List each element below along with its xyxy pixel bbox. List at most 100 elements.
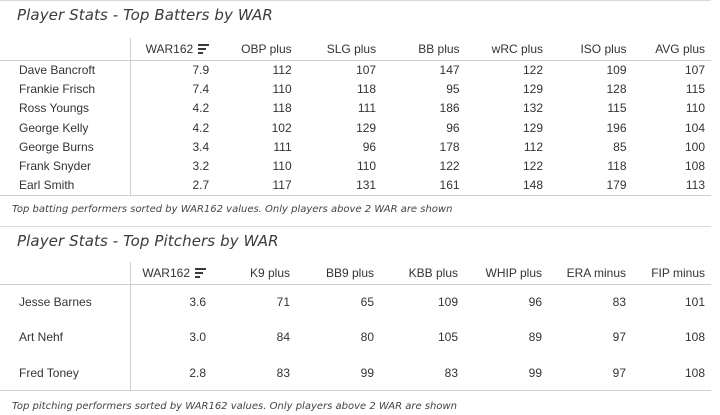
stat-cell: 89 bbox=[528, 330, 542, 345]
batters-col-war162[interactable]: WAR162 bbox=[130, 38, 210, 61]
table-row: Fred Toney 2.8 83 99 83 99 97 108 bbox=[0, 355, 711, 391]
stat-cell: 111 bbox=[273, 139, 292, 154]
stat-cell: 2.7 bbox=[130, 175, 210, 196]
stat-cell: 83 bbox=[374, 355, 458, 391]
stat-cell: 147 bbox=[439, 62, 460, 77]
stat-cell: 80 bbox=[360, 330, 374, 345]
pitchers-header-row: WAR162 K9 plus BB9 plus KBB plus WHIP pl… bbox=[0, 262, 711, 285]
stat-cell: 3.0 bbox=[189, 330, 206, 345]
table-row: Ross Youngs 4.2 118 111 186 132 115 110 bbox=[0, 98, 711, 118]
batters-col-iso[interactable]: ISO plus bbox=[543, 38, 627, 61]
stat-cell: 117 bbox=[209, 175, 292, 196]
table-row: Frank Snyder 3.2 110 110 122 122 118 108 bbox=[0, 156, 711, 176]
stat-cell: 112 bbox=[523, 139, 544, 154]
stat-cell: 196 bbox=[606, 120, 627, 135]
table-row: Earl Smith 2.7 117 131 161 148 179 113 bbox=[0, 175, 711, 196]
pitchers-col-era[interactable]: ERA minus bbox=[542, 262, 626, 285]
stat-cell: 96 bbox=[446, 120, 460, 135]
sort-descending-icon[interactable] bbox=[198, 43, 210, 54]
batters-caption: Top batting performers sorted by WAR162 … bbox=[12, 204, 453, 215]
player-name-cell: Earl Smith bbox=[0, 175, 132, 196]
pitchers-title: Player Stats - Top Pitchers by WAR bbox=[17, 232, 279, 250]
stat-cell: 3.2 bbox=[192, 159, 210, 174]
stat-cell: 95 bbox=[446, 81, 460, 96]
batters-table: WAR162 OBP plus SLG plus BB plus wRC plu… bbox=[0, 38, 711, 196]
batters-col-war162-label: WAR162 bbox=[145, 41, 194, 56]
table-row: Frankie Frisch 7.4 110 118 95 129 128 115 bbox=[0, 79, 711, 99]
stat-cell: 102 bbox=[271, 120, 292, 135]
stat-cell: 161 bbox=[376, 175, 460, 196]
stat-cell: 179 bbox=[543, 175, 627, 196]
batters-col-bb[interactable]: BB plus bbox=[376, 38, 460, 61]
batters-col-slg[interactable]: SLG plus bbox=[291, 38, 377, 61]
stat-cell: 129 bbox=[523, 120, 544, 135]
stat-cell: 107 bbox=[356, 62, 377, 77]
table-row: George Kelly 4.2 102 129 96 129 196 104 bbox=[0, 117, 711, 138]
stat-cell: 99 bbox=[290, 355, 374, 391]
stat-cell: 122 bbox=[523, 159, 544, 174]
pitchers-col-k9[interactable]: K9 plus bbox=[206, 262, 290, 285]
stat-cell: 115 bbox=[685, 81, 705, 96]
stat-cell: 118 bbox=[607, 159, 627, 174]
table-row: Dave Bancroft 7.9 112 107 147 122 109 107 bbox=[0, 60, 711, 80]
stat-cell: 83 bbox=[206, 355, 290, 391]
stat-cell: 4.2 bbox=[192, 120, 210, 135]
pitchers-table: WAR162 K9 plus BB9 plus KBB plus WHIP pl… bbox=[0, 262, 711, 391]
pitchers-caption: Top pitching performers sorted by WAR162… bbox=[12, 401, 458, 412]
player-name-cell: Frank Snyder bbox=[0, 156, 132, 176]
player-name-cell: Ross Youngs bbox=[0, 98, 132, 118]
stat-cell: 97 bbox=[542, 355, 626, 391]
stat-cell: 132 bbox=[523, 101, 544, 116]
player-name-cell: Art Nehf bbox=[0, 319, 131, 355]
batters-col-obp[interactable]: OBP plus bbox=[209, 38, 292, 61]
stat-cell: 3.4 bbox=[192, 139, 210, 154]
player-name-cell: Jesse Barnes bbox=[0, 284, 131, 320]
stat-cell: 112 bbox=[272, 62, 292, 77]
stat-cell: 99 bbox=[458, 355, 542, 391]
pitchers-col-fip[interactable]: FIP minus bbox=[626, 262, 711, 285]
stat-cell: 111 bbox=[357, 101, 377, 116]
stat-cell: 83 bbox=[612, 295, 626, 309]
stat-cell: 2.8 bbox=[130, 355, 206, 391]
table-row: Jesse Barnes 3.6 71 65 109 96 83 101 bbox=[0, 284, 711, 320]
batters-col-wrc[interactable]: wRC plus bbox=[459, 38, 544, 61]
player-name-cell: George Burns bbox=[0, 137, 132, 157]
stat-cell: 65 bbox=[360, 295, 374, 309]
stat-cell: 104 bbox=[684, 120, 705, 135]
stat-cell: 115 bbox=[607, 101, 627, 116]
batters-header-row: WAR162 OBP plus SLG plus BB plus wRC plu… bbox=[0, 38, 711, 61]
table-row: Art Nehf 3.0 84 80 105 89 97 108 bbox=[0, 319, 711, 355]
pitchers-col-kbb[interactable]: KBB plus bbox=[374, 262, 458, 285]
stat-cell: 129 bbox=[356, 120, 377, 135]
stat-cell: 71 bbox=[276, 295, 290, 309]
stat-cell: 122 bbox=[523, 62, 544, 77]
batters-name-header bbox=[0, 38, 132, 61]
stat-cell: 186 bbox=[439, 101, 460, 116]
stat-cell: 4.2 bbox=[192, 101, 210, 116]
pitchers-col-bb9[interactable]: BB9 plus bbox=[290, 262, 374, 285]
player-name-cell: Dave Bancroft bbox=[0, 60, 132, 80]
stat-cell: 97 bbox=[612, 330, 626, 345]
stat-cell: 96 bbox=[362, 139, 377, 154]
stat-cell: 96 bbox=[528, 295, 542, 309]
stat-cell: 129 bbox=[523, 81, 544, 96]
pitchers-col-whip[interactable]: WHIP plus bbox=[458, 262, 542, 285]
batters-title: Player Stats - Top Batters by WAR bbox=[17, 6, 273, 24]
stat-cell: 107 bbox=[684, 62, 705, 77]
pitchers-col-war162[interactable]: WAR162 bbox=[130, 262, 206, 285]
batters-col-avg[interactable]: AVG plus bbox=[626, 38, 711, 61]
stat-cell: 108 bbox=[626, 355, 711, 391]
stat-cell: 110 bbox=[272, 159, 292, 174]
stat-cell: 118 bbox=[272, 101, 292, 116]
player-name-cell: Frankie Frisch bbox=[0, 79, 132, 99]
stat-cell: 148 bbox=[459, 175, 544, 196]
batters-top-border bbox=[0, 0, 711, 1]
sort-descending-icon[interactable] bbox=[195, 267, 206, 278]
stat-cell: 108 bbox=[684, 159, 705, 174]
stat-cell: 110 bbox=[272, 81, 292, 96]
stat-cell: 113 bbox=[626, 175, 711, 196]
stat-cell: 110 bbox=[356, 159, 377, 174]
stat-cell: 131 bbox=[291, 175, 377, 196]
stat-cell: 128 bbox=[606, 81, 627, 96]
player-name-cell: Fred Toney bbox=[0, 355, 131, 391]
